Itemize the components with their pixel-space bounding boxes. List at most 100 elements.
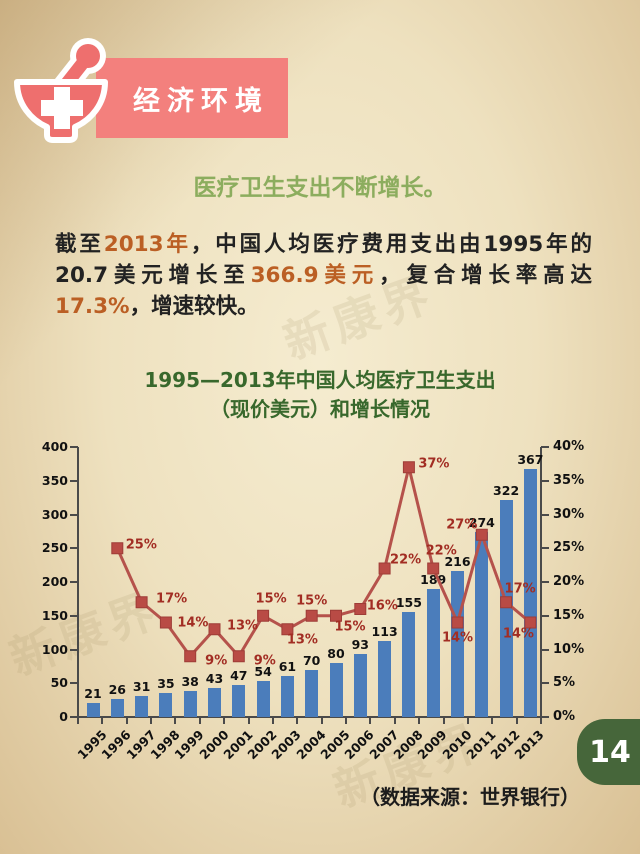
bar — [256, 680, 270, 717]
bar — [402, 612, 416, 717]
right-axis-tick — [541, 446, 549, 448]
bar — [135, 696, 149, 717]
growth-marker — [111, 542, 124, 555]
growth-value-label: 14% — [441, 630, 474, 645]
bar — [86, 702, 100, 717]
x-axis-line — [77, 716, 549, 718]
highlighted-text: 2013年 — [103, 232, 191, 257]
left-axis-label: 200 — [41, 574, 68, 589]
growth-value-label: 22% — [425, 543, 457, 558]
bar-value-label: 189 — [420, 572, 447, 588]
right-axis-label: 0% — [553, 709, 576, 724]
left-axis-tick — [70, 581, 78, 583]
growth-value-label: 27% — [446, 517, 478, 533]
x-axis-tick — [466, 717, 469, 724]
page-number: 14 — [589, 734, 631, 770]
right-axis-label: 40% — [553, 439, 585, 454]
growth-marker — [159, 616, 172, 629]
combo-chart: 0 50 100 150 200 250 300 350 400 0% 5% 10% 15% 20% 25%… — [0, 430, 640, 805]
x-axis-tick — [150, 717, 153, 724]
body-text: ，复合增长率高达 — [379, 263, 592, 288]
bar-value-label: 54 — [254, 663, 272, 679]
right-axis-tick — [541, 682, 549, 685]
right-axis-tick — [541, 513, 549, 516]
body-text: ，中国人均医疗费用支出由1995年的20.7美元增长至 — [55, 232, 593, 288]
right-axis-tick — [541, 614, 549, 617]
right-axis-tick — [541, 581, 549, 583]
right-axis-label: 20% — [553, 574, 585, 589]
growth-value-label: 25% — [125, 537, 157, 553]
summary-paragraph: 截至2013年，中国人均医疗费用支出由1995年的20.7美元增长至366.9美… — [55, 229, 592, 322]
body-text: ，增速较快。 — [129, 294, 259, 319]
x-axis-tick — [393, 717, 396, 724]
growth-marker — [208, 623, 221, 636]
chart-title-line1: 1995—2013年中国人均医疗卫生支出 — [144, 368, 496, 392]
bar-value-label: 367 — [517, 452, 544, 468]
left-axis-label: 150 — [41, 607, 68, 623]
x-axis-tick — [296, 717, 299, 724]
bar — [232, 685, 246, 717]
x-axis-tick — [418, 717, 421, 724]
right-axis-label: 25% — [553, 540, 585, 556]
left-axis-label: 100 — [41, 641, 68, 657]
bar-value-label: 26 — [108, 682, 126, 698]
growth-value-label: 22% — [390, 552, 422, 567]
growth-value-label: 14% — [177, 615, 209, 630]
right-axis-label: 15% — [553, 607, 585, 623]
right-axis-tick — [541, 716, 549, 718]
right-axis-tick — [541, 479, 549, 482]
left-axis-label: 300 — [41, 506, 68, 522]
bar-value-label: 61 — [278, 658, 297, 674]
x-axis-tick — [247, 717, 250, 724]
bar — [110, 699, 124, 717]
growth-value-label: 14% — [502, 626, 534, 641]
left-axis-label: 350 — [41, 472, 68, 488]
growth-marker — [305, 609, 318, 622]
bar-value-label: 113 — [371, 623, 398, 639]
x-axis-tick — [101, 717, 104, 724]
growth-value-label: 15% — [255, 591, 287, 607]
x-axis-tick — [271, 717, 274, 724]
growth-value-label: 13% — [286, 632, 318, 648]
x-axis-tick — [77, 717, 79, 724]
growth-marker — [402, 461, 415, 474]
growth-marker — [354, 603, 367, 615]
left-axis-tick — [70, 513, 78, 516]
growth-value-label: 17% — [156, 591, 188, 607]
growth-marker — [184, 650, 197, 663]
highlighted-text: 366.9美元 — [250, 263, 380, 288]
right-axis-tick — [541, 648, 549, 651]
left-axis-tick — [70, 547, 78, 550]
data-source-note: （数据来源：世界银行） — [360, 785, 580, 809]
growth-value-label: 15% — [334, 619, 366, 635]
x-axis-tick — [442, 717, 445, 724]
x-axis-tick — [320, 717, 323, 724]
bar — [378, 640, 392, 717]
bar-value-label: 93 — [351, 637, 369, 653]
left-axis-tick — [70, 614, 78, 617]
x-axis-tick — [491, 717, 494, 724]
growth-value-label: 15% — [296, 593, 328, 609]
left-axis-label: 250 — [41, 540, 68, 556]
bar-value-label: 47 — [230, 668, 248, 684]
growth-value-label: 37% — [418, 456, 450, 472]
right-axis-label: 10% — [553, 641, 585, 657]
bar-value-label: 35 — [157, 676, 175, 692]
highlighted-text: 17.3% — [55, 294, 130, 319]
right-axis-label: 5% — [553, 675, 576, 691]
x-axis-tick — [345, 717, 348, 724]
left-axis-tick — [70, 446, 78, 448]
right-axis-tick — [541, 547, 549, 550]
bar — [208, 687, 221, 717]
x-axis-tick — [540, 717, 542, 724]
x-axis-tick — [369, 717, 372, 724]
growth-value-label: 9% — [205, 653, 228, 669]
growth-value-label: 17% — [504, 581, 536, 597]
bar — [475, 532, 489, 717]
right-axis-label: 35% — [553, 472, 585, 488]
left-axis-tick — [70, 479, 78, 482]
growth-value-label: 16% — [366, 598, 398, 614]
page-title: 医疗卫生支出不断增长。 — [193, 175, 447, 201]
left-axis-label: 0 — [59, 709, 68, 724]
